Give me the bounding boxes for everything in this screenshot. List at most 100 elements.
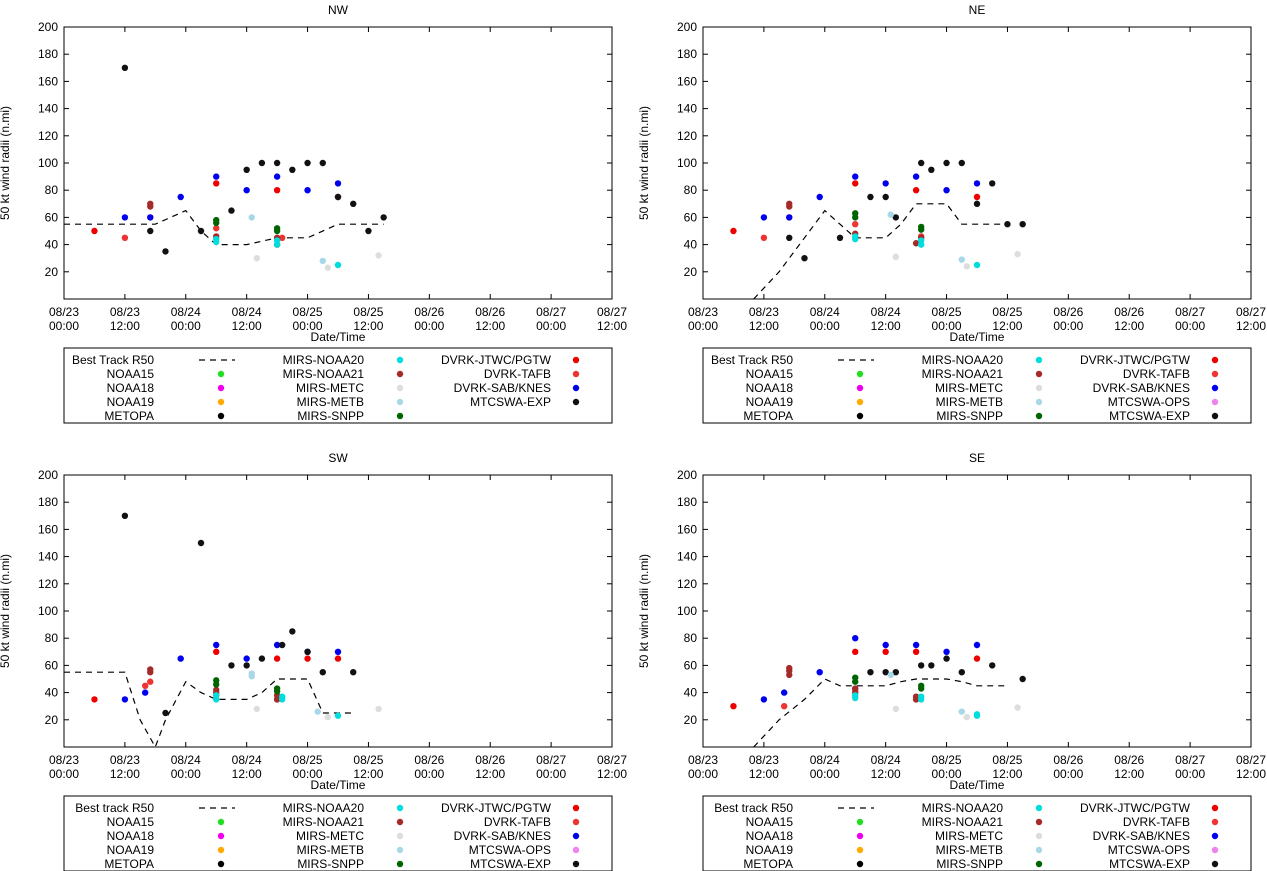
x-tick-date: 08/25: [293, 753, 323, 767]
point-mirs-metb: [958, 708, 965, 715]
plot-frame: [702, 26, 1252, 300]
point-mirs-metc: [375, 252, 382, 259]
y-tick-label: 120: [677, 129, 697, 143]
point-mtcswa-exp: [989, 662, 996, 669]
point-mtcswa-exp: [350, 669, 357, 676]
legend-marker: [1035, 846, 1043, 854]
y-tick-label: 80: [684, 183, 698, 197]
y-tick-label: 120: [38, 577, 58, 591]
point-mtcswa-exp: [801, 255, 808, 262]
point-mirs-snpp: [852, 210, 859, 217]
point-mirs-noaa21: [852, 685, 859, 692]
point-dvrk-tafb: [213, 225, 220, 232]
legend-label: NOAA18: [746, 381, 794, 395]
point-dvrk-jtwc-pgtw: [334, 655, 342, 662]
point-mirs-snpp: [213, 216, 220, 224]
legend-label: DVRK-JTWC/PGTW: [441, 353, 552, 367]
legend-marker: [1211, 370, 1219, 378]
x-tick-time: 00:00: [1175, 319, 1205, 333]
point-mirs-noaa20: [334, 712, 342, 719]
x-tick-time: 12:00: [110, 767, 140, 781]
y-tick-label: 60: [45, 658, 59, 672]
point-dvrk-sab-knes: [121, 696, 129, 703]
legend-marker: [1035, 398, 1043, 406]
point-mirs-noaa20: [213, 235, 220, 243]
point-mirs-noaa20: [852, 692, 859, 699]
legend-label: MTCSWA-EXP: [470, 395, 551, 409]
legend-marker: [217, 384, 225, 392]
legend-label: MIRS-NOAA20: [283, 353, 365, 367]
y-tick-label: 40: [684, 238, 698, 252]
legend-label: NOAA15: [746, 815, 794, 829]
x-tick-date: 08/27: [597, 753, 627, 767]
point-dvrk-sab-knes: [273, 173, 281, 180]
legend-label: METOPA: [743, 857, 793, 871]
point-mtcswa-exp: [928, 662, 935, 669]
point-mtcswa-exp: [289, 628, 296, 635]
legend-label: DVRK-TAFB: [1123, 367, 1190, 381]
x-tick-date: 08/23: [688, 753, 718, 767]
legend-label: DVRK-SAB/KNES: [1093, 381, 1190, 395]
legend-box: [63, 795, 613, 871]
legend-marker: [1211, 356, 1219, 364]
legend-marker: [396, 846, 404, 854]
x-tick-time: 00:00: [536, 767, 566, 781]
legend-marker: [1211, 832, 1219, 840]
plot-data: [64, 512, 382, 747]
point-dvrk-sab-knes: [882, 641, 889, 649]
y-tick-label: 80: [684, 631, 698, 645]
x-tick-date: 08/24: [171, 753, 201, 767]
point-dvrk-sab-knes: [816, 669, 823, 676]
x-tick-date: 08/27: [597, 305, 627, 319]
legend-marker: [1211, 384, 1219, 392]
y-tick-label: 20: [684, 265, 698, 279]
point-dvrk-sab-knes: [121, 214, 129, 221]
point-mtcswa-exp: [892, 214, 900, 221]
point-mtcswa-exp: [1019, 675, 1026, 683]
x-tick-date: 08/23: [749, 753, 779, 767]
point-mirs-noaa21: [912, 693, 920, 700]
point-mirs-metc: [1014, 250, 1021, 258]
point-mtcswa-exp: [836, 234, 844, 241]
x-tick-time: 00:00: [1175, 767, 1205, 781]
y-tick-label: 60: [684, 210, 698, 224]
point-dvrk-jtwc-pgtw: [912, 187, 920, 194]
y-tick-label: 60: [684, 658, 698, 672]
legend-marker: [856, 846, 864, 854]
chart-panel-sw: SW2040608010012014016018020008/2300:0008…: [0, 451, 627, 871]
x-tick-date: 08/27: [1175, 753, 1205, 767]
legend-label: NOAA15: [107, 815, 155, 829]
legend-label: MIRS-SNPP: [297, 409, 364, 423]
point-mirs-noaa20: [278, 693, 286, 700]
x-tick-time: 12:00: [353, 767, 383, 781]
y-tick-label: 200: [38, 20, 58, 34]
legend-label: MIRS-METB: [297, 843, 364, 857]
x-tick-date: 08/26: [414, 305, 444, 319]
x-axis-label: Date/Time: [950, 330, 1005, 344]
legend-label: MTCSWA-EXP: [1109, 857, 1190, 871]
x-tick-time: 00:00: [810, 767, 840, 781]
x-tick-time: 00:00: [688, 319, 718, 333]
legend-marker: [572, 804, 580, 812]
point-mtcswa-exp: [928, 166, 935, 173]
legend-label: MIRS-METB: [936, 843, 1003, 857]
chart-title: NW: [328, 3, 349, 17]
legend-label: MTCSWA-OPS: [469, 843, 551, 857]
point-mirs-snpp: [852, 674, 859, 681]
y-tick-label: 180: [677, 47, 697, 61]
legend-marker: [217, 832, 225, 840]
legend-label: MIRS-METC: [935, 829, 1003, 843]
legend-label: DVRK-SAB/KNES: [454, 829, 551, 843]
point-dvrk-sab-knes: [147, 214, 154, 221]
point-mtcswa-exp: [786, 234, 793, 241]
point-mirs-noaa20: [213, 692, 220, 699]
point-dvrk-sab-knes: [213, 641, 220, 649]
y-tick-label: 100: [677, 156, 697, 170]
point-mtcswa-exp: [121, 64, 129, 72]
y-axis-label: 50 kt wind radii (n.mi): [0, 106, 12, 220]
x-tick-time: 12:00: [871, 767, 901, 781]
point-dvrk-sab-knes: [852, 635, 859, 642]
x-tick-date: 08/25: [992, 753, 1022, 767]
legend-marker: [1035, 356, 1043, 364]
point-dvrk-jtwc-pgtw: [973, 193, 981, 201]
